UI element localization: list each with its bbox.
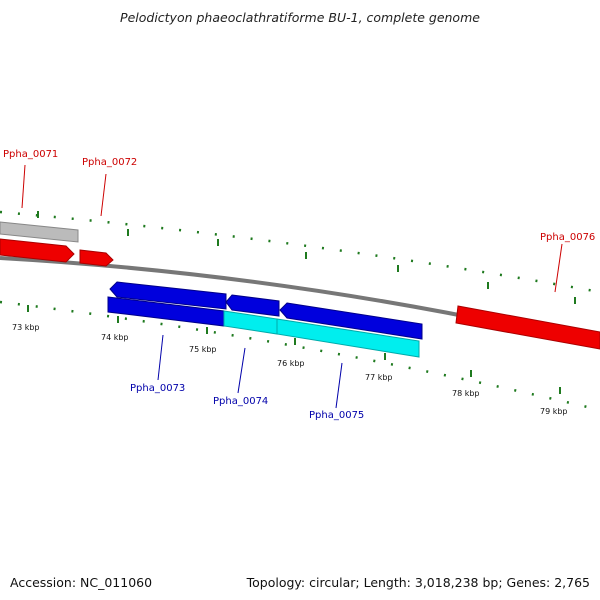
gene-label-ppha-0076: Ppha_0076: [540, 232, 595, 243]
tick-label-77kbp: 77 kbp: [365, 373, 393, 382]
leader-ppha-0075: [335, 362, 343, 409]
gene-label-ppha-0071: Ppha_0071: [3, 149, 58, 160]
tick-label-78kbp: 78 kbp: [452, 389, 480, 398]
leader-ppha-0071: [21, 164, 26, 209]
gene-ppha-0071[interactable]: [0, 221, 79, 243]
outer-tick-track: [0, 210, 600, 304]
label-leaders: [21, 164, 563, 409]
gene-label-ppha-0074: Ppha_0074: [213, 396, 268, 407]
leader-ppha-0073: [157, 334, 164, 381]
gene-ppha-0073-reverse[interactable]: [109, 281, 227, 310]
leader-ppha-0076: [554, 243, 563, 293]
inner-tick-track: [0, 300, 600, 412]
gene-ppha-0075-reverse[interactable]: [279, 302, 423, 340]
gene-label-ppha-0075: Ppha_0075: [309, 410, 364, 421]
gene-ppha-0072-upstream[interactable]: [0, 238, 75, 263]
tick-label-74kbp: 74 kbp: [101, 333, 129, 342]
tick-label-76kbp: 76 kbp: [277, 359, 305, 368]
map-title: Pelodictyon phaeoclathratiforme BU-1, co…: [120, 10, 480, 25]
major-ticks: [27, 305, 561, 394]
gene-label-ppha-0072: Ppha_0072: [82, 157, 137, 168]
accession-text: Accession: NC_011060: [10, 575, 153, 590]
tick-dots: [0, 300, 600, 412]
gene-ppha-0072[interactable]: [79, 249, 114, 267]
gene-ppha-0075[interactable]: [276, 318, 420, 358]
leader-ppha-0072: [100, 173, 107, 217]
tick-label-75kbp: 75 kbp: [189, 345, 217, 354]
tick-label-79kbp: 79 kbp: [540, 407, 568, 416]
tick-label-73kbp: 73 kbp: [12, 323, 40, 332]
gene-label-ppha-0073: Ppha_0073: [130, 383, 185, 394]
gene-ppha-0076[interactable]: [455, 305, 600, 350]
genome-stats-text: Topology: circular; Length: 3,018,238 bp…: [246, 575, 590, 590]
major-ticks: [37, 211, 576, 304]
gene-ppha-0074-reverse[interactable]: [225, 294, 280, 317]
leader-ppha-0074: [237, 347, 246, 394]
